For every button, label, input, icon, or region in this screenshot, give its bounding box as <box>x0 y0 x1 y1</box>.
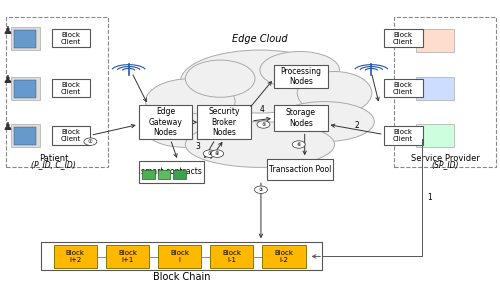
FancyBboxPatch shape <box>262 245 306 268</box>
Text: Block
i-1: Block i-1 <box>222 250 242 263</box>
Text: ⑦: ⑦ <box>259 187 263 192</box>
Text: Edge Cloud: Edge Cloud <box>232 34 288 44</box>
FancyBboxPatch shape <box>41 242 322 270</box>
FancyBboxPatch shape <box>52 79 90 97</box>
Text: Block
Client: Block Client <box>393 129 413 142</box>
FancyBboxPatch shape <box>267 159 332 180</box>
Text: Block
Client: Block Client <box>61 32 81 45</box>
FancyBboxPatch shape <box>274 105 328 131</box>
Text: Storage
Nodes: Storage Nodes <box>286 108 316 128</box>
Text: Block Chain: Block Chain <box>152 272 210 282</box>
Text: ♟: ♟ <box>3 26 13 36</box>
Text: Security
Broker
Nodes: Security Broker Nodes <box>208 107 240 137</box>
FancyBboxPatch shape <box>210 245 254 268</box>
FancyBboxPatch shape <box>274 65 328 88</box>
Text: ③: ③ <box>208 151 212 156</box>
FancyBboxPatch shape <box>54 245 97 268</box>
Text: (P_ID, C_ID): (P_ID, C_ID) <box>31 160 76 169</box>
Ellipse shape <box>146 79 235 125</box>
Text: Patient: Patient <box>39 154 68 163</box>
Text: 2: 2 <box>354 121 359 130</box>
FancyBboxPatch shape <box>416 29 455 52</box>
Text: ⑥: ⑥ <box>296 142 301 147</box>
FancyBboxPatch shape <box>142 170 154 179</box>
Circle shape <box>210 150 224 158</box>
Text: Edge
Gateway
Nodes: Edge Gateway Nodes <box>148 107 182 137</box>
Text: Processing
Nodes: Processing Nodes <box>280 67 321 86</box>
Text: Transaction Pool: Transaction Pool <box>268 165 331 174</box>
FancyBboxPatch shape <box>384 29 422 47</box>
FancyBboxPatch shape <box>416 124 455 147</box>
Ellipse shape <box>297 71 372 114</box>
FancyBboxPatch shape <box>52 29 90 47</box>
Text: 3: 3 <box>196 142 200 151</box>
Text: ⑧: ⑧ <box>215 151 220 156</box>
Text: 4: 4 <box>260 105 264 114</box>
Text: Block
Client: Block Client <box>61 81 81 95</box>
FancyBboxPatch shape <box>52 126 90 144</box>
Text: Block
i+2: Block i+2 <box>66 250 84 263</box>
FancyBboxPatch shape <box>384 79 422 97</box>
FancyBboxPatch shape <box>106 245 149 268</box>
FancyBboxPatch shape <box>14 80 36 98</box>
Ellipse shape <box>275 101 374 142</box>
FancyBboxPatch shape <box>12 77 40 100</box>
Text: ♟: ♟ <box>3 122 13 132</box>
Text: Block
Client: Block Client <box>61 129 81 142</box>
FancyBboxPatch shape <box>158 170 170 179</box>
Text: Block
i: Block i <box>170 250 189 263</box>
FancyBboxPatch shape <box>416 77 455 100</box>
Circle shape <box>204 150 216 158</box>
Text: (SP_ID): (SP_ID) <box>432 160 459 169</box>
Text: Service Provider: Service Provider <box>411 154 480 163</box>
Text: Block
Client: Block Client <box>393 32 413 45</box>
FancyBboxPatch shape <box>138 161 204 183</box>
Circle shape <box>292 141 305 148</box>
Circle shape <box>257 121 270 128</box>
Ellipse shape <box>146 113 225 147</box>
Text: ⑤: ⑤ <box>261 122 266 127</box>
Circle shape <box>254 186 268 193</box>
Ellipse shape <box>260 51 340 89</box>
Circle shape <box>84 138 97 145</box>
Ellipse shape <box>186 60 255 97</box>
FancyBboxPatch shape <box>198 105 251 139</box>
Ellipse shape <box>186 122 334 167</box>
FancyBboxPatch shape <box>14 127 36 145</box>
FancyBboxPatch shape <box>138 105 192 139</box>
Ellipse shape <box>180 50 340 113</box>
FancyBboxPatch shape <box>158 245 202 268</box>
Text: Block
i-2: Block i-2 <box>274 250 293 263</box>
Text: smart contracts: smart contracts <box>141 167 202 176</box>
FancyBboxPatch shape <box>384 126 422 144</box>
FancyBboxPatch shape <box>14 30 36 48</box>
FancyBboxPatch shape <box>12 124 40 147</box>
FancyBboxPatch shape <box>174 170 186 179</box>
Text: ♟: ♟ <box>3 75 13 85</box>
Text: Block
i+1: Block i+1 <box>118 250 137 263</box>
FancyBboxPatch shape <box>12 27 40 50</box>
Text: 1: 1 <box>428 193 432 202</box>
Text: Block
Client: Block Client <box>393 81 413 95</box>
Text: ①: ① <box>88 139 93 144</box>
